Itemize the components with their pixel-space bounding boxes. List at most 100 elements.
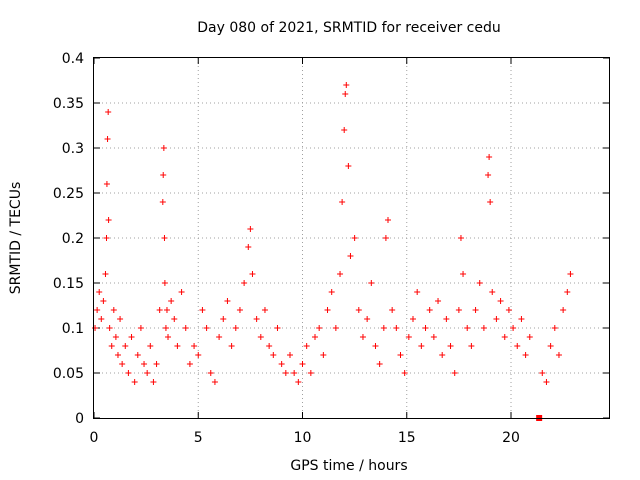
data-point bbox=[261, 307, 268, 313]
data-point bbox=[216, 334, 223, 340]
data-point bbox=[253, 316, 260, 322]
data-point bbox=[98, 316, 105, 322]
y-tick-label: 0.2 bbox=[62, 231, 84, 247]
data-point bbox=[401, 370, 408, 376]
data-point bbox=[345, 163, 352, 169]
data-point bbox=[372, 343, 379, 349]
data-point bbox=[203, 325, 210, 331]
data-point bbox=[104, 136, 111, 142]
data-point bbox=[564, 289, 571, 295]
data-point bbox=[156, 307, 163, 313]
data-point bbox=[457, 235, 464, 241]
data-point bbox=[160, 172, 167, 178]
y-tick-label: 0.3 bbox=[62, 141, 84, 157]
data-point bbox=[476, 280, 483, 286]
data-point bbox=[359, 334, 366, 340]
data-point bbox=[547, 343, 554, 349]
data-point bbox=[493, 316, 500, 322]
plot-points bbox=[92, 82, 574, 421]
x-axis-label: GPS time / hours bbox=[290, 458, 407, 474]
data-point bbox=[480, 325, 487, 331]
data-point bbox=[128, 334, 135, 340]
data-point bbox=[430, 334, 437, 340]
data-point bbox=[117, 316, 124, 322]
data-point bbox=[199, 307, 206, 313]
data-point bbox=[514, 343, 521, 349]
x-tick-label: 10 bbox=[294, 430, 312, 446]
data-point bbox=[422, 325, 429, 331]
data-point bbox=[312, 334, 319, 340]
data-point bbox=[108, 343, 115, 349]
x-tick-label: 20 bbox=[502, 430, 520, 446]
data-point bbox=[270, 352, 277, 358]
data-point bbox=[464, 325, 471, 331]
data-point bbox=[125, 370, 132, 376]
data-point bbox=[159, 199, 166, 205]
data-point bbox=[112, 334, 119, 340]
data-point bbox=[161, 235, 168, 241]
data-point bbox=[257, 334, 264, 340]
data-point bbox=[236, 307, 243, 313]
data-point bbox=[153, 361, 160, 367]
data-point bbox=[141, 361, 148, 367]
data-point bbox=[134, 352, 141, 358]
data-point bbox=[171, 316, 178, 322]
data-point bbox=[168, 298, 175, 304]
y-tick-label: 0.05 bbox=[53, 366, 84, 382]
data-point bbox=[489, 289, 496, 295]
data-point bbox=[241, 280, 248, 286]
data-point bbox=[94, 307, 101, 313]
data-point bbox=[439, 352, 446, 358]
data-point bbox=[332, 325, 339, 331]
data-point bbox=[207, 370, 214, 376]
data-point bbox=[211, 379, 218, 385]
data-point bbox=[110, 307, 117, 313]
data-point bbox=[195, 352, 202, 358]
data-point bbox=[299, 361, 306, 367]
data-point bbox=[114, 352, 121, 358]
y-tick-label: 0.35 bbox=[53, 96, 84, 112]
data-point bbox=[543, 379, 550, 385]
data-point bbox=[384, 217, 391, 223]
plot-frame bbox=[93, 57, 610, 419]
data-point bbox=[447, 343, 454, 349]
data-point bbox=[105, 217, 112, 223]
data-point bbox=[405, 334, 412, 340]
data-point bbox=[102, 271, 109, 277]
data-point bbox=[485, 172, 492, 178]
data-point bbox=[119, 361, 126, 367]
data-point bbox=[103, 235, 110, 241]
y-tick-label: 0.1 bbox=[62, 321, 84, 337]
data-point bbox=[435, 298, 442, 304]
data-point bbox=[410, 316, 417, 322]
data-point bbox=[320, 352, 327, 358]
data-point bbox=[122, 343, 129, 349]
data-point bbox=[347, 253, 354, 259]
data-point bbox=[501, 334, 508, 340]
data-point bbox=[282, 370, 289, 376]
data-point bbox=[278, 361, 285, 367]
data-point bbox=[165, 334, 172, 340]
data-point bbox=[382, 235, 389, 241]
y-tick-label: 0.15 bbox=[53, 276, 84, 292]
data-point bbox=[364, 316, 371, 322]
grid bbox=[94, 58, 609, 418]
data-point bbox=[161, 280, 168, 286]
data-point bbox=[162, 325, 169, 331]
data-point bbox=[105, 109, 112, 115]
data-point bbox=[303, 343, 310, 349]
data-point bbox=[266, 343, 273, 349]
data-point bbox=[560, 307, 567, 313]
data-point bbox=[131, 379, 138, 385]
data-point bbox=[397, 352, 404, 358]
data-point bbox=[522, 352, 529, 358]
data-point bbox=[103, 181, 110, 187]
data-point bbox=[472, 307, 479, 313]
x-tick-label: 0 bbox=[90, 430, 99, 446]
data-point bbox=[380, 325, 387, 331]
data-point bbox=[92, 325, 99, 331]
data-point bbox=[443, 316, 450, 322]
data-point bbox=[106, 325, 113, 331]
data-point bbox=[526, 334, 533, 340]
data-point bbox=[291, 370, 298, 376]
